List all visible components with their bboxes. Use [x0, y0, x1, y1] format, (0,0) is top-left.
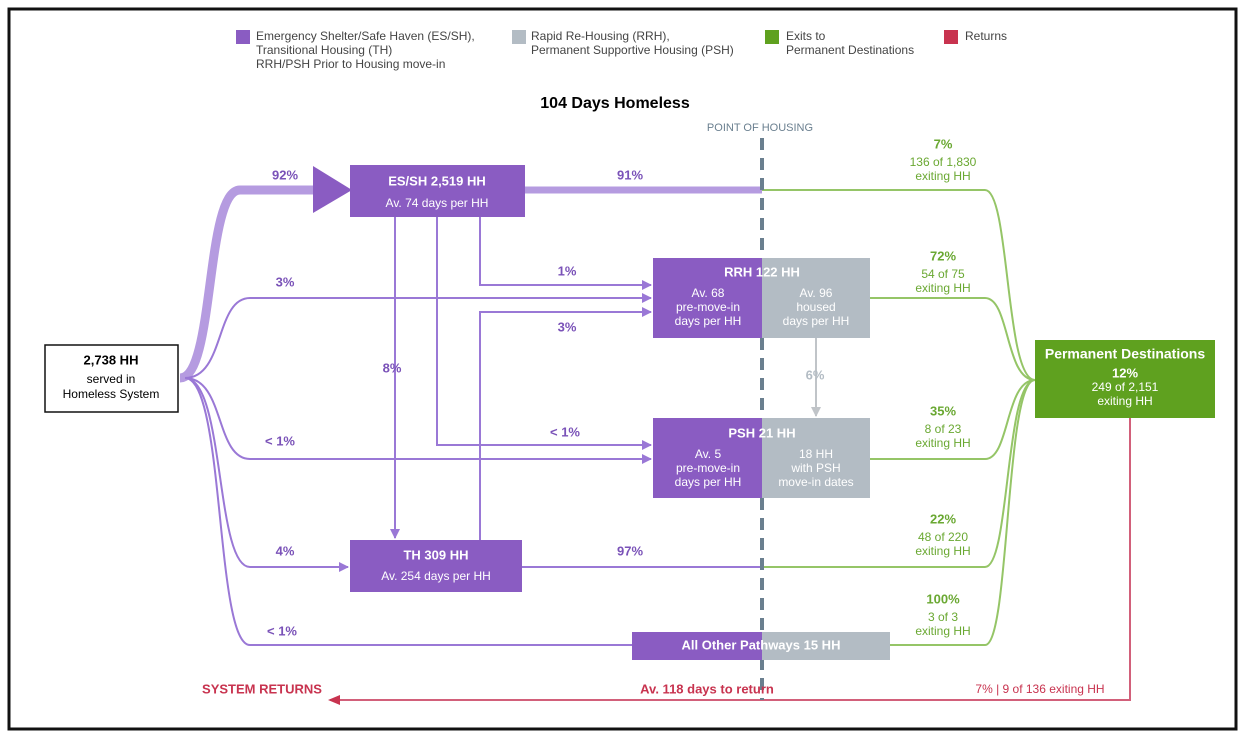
exit-flow [890, 379, 1036, 646]
flow-label: < 1% [265, 433, 295, 448]
flow-label: < 1% [267, 623, 297, 638]
flow [479, 217, 652, 290]
flow [178, 185, 315, 383]
node-other [632, 632, 762, 660]
node-rrh [653, 258, 762, 338]
source-box [44, 344, 179, 413]
legend-text: Rapid Re-Housing (RRH), [531, 29, 670, 43]
exit-label: exiting HH [915, 544, 970, 558]
node-psh [653, 418, 762, 498]
frame [7, 7, 1238, 731]
node-text: with PSH [790, 461, 840, 475]
source-text: 2,738 HH [84, 352, 139, 367]
node-text: days per HH [675, 314, 742, 328]
flow-label: 3% [276, 274, 295, 289]
node-text: Av. 74 days per HH [386, 196, 489, 210]
point-of-housing: POINT OF HOUSING [707, 122, 813, 134]
flow-label: 8% [383, 360, 402, 375]
flow-label: 6% [806, 367, 825, 382]
flow [184, 377, 652, 464]
node-title: PSH 21 HH [728, 425, 795, 440]
exit-count: 54 of 75 [921, 267, 965, 281]
node-text: pre-move-in [676, 300, 740, 314]
flow-label: 92% [272, 167, 298, 182]
exit-label: exiting HH [915, 169, 970, 183]
returns-days: Av. 118 days to return [640, 681, 774, 696]
flow-label: 1% [558, 263, 577, 278]
node-text: days per HH [675, 475, 742, 489]
exit-count: 136 of 1,830 [910, 155, 977, 169]
node-text: 249 of 2,151 [1092, 380, 1159, 394]
source-text: served in [87, 372, 136, 386]
node-th [350, 540, 522, 592]
node-title: RRH 122 HH [724, 264, 800, 279]
node-text: Av. 5 [695, 447, 722, 461]
flow [184, 377, 349, 572]
flow-label: 4% [276, 543, 295, 558]
exit-count: 8 of 23 [925, 422, 962, 436]
source-text: Homeless System [63, 387, 160, 401]
flow [436, 217, 652, 450]
exit-percent: 100% [926, 591, 960, 606]
node-rrh [762, 258, 870, 338]
exit-count: 3 of 3 [928, 610, 958, 624]
node-text: Av. 254 days per HH [381, 569, 491, 583]
node-es-sh [350, 165, 525, 217]
exit-percent: 35% [930, 403, 956, 418]
node-psh [762, 418, 870, 498]
node-text: housed [796, 300, 835, 314]
exit-flow [870, 297, 1036, 381]
flow [184, 293, 652, 379]
title: 104 Days Homeless [540, 95, 690, 112]
legend-text: Returns [965, 29, 1007, 43]
flow-label: 3% [558, 319, 577, 334]
flow [184, 377, 632, 646]
node-text: days per HH [783, 314, 850, 328]
exit-label: exiting HH [915, 436, 970, 450]
return-flow [328, 418, 1131, 705]
exit-flow [870, 379, 1036, 460]
flow-label: 91% [617, 167, 643, 182]
legend-swatch [765, 30, 779, 44]
legend-text: RRH/PSH Prior to Housing move-in [256, 57, 445, 71]
exit-percent: 22% [930, 511, 956, 526]
flow-label: 97% [617, 543, 643, 558]
arrow [313, 166, 352, 213]
legend-text: Transitional Housing (TH) [256, 43, 392, 57]
legend-text: Permanent Destinations [786, 43, 914, 57]
flow [479, 307, 652, 540]
exit-label: exiting HH [915, 281, 970, 295]
legend-text: Emergency Shelter/Safe Haven (ES/SH), [256, 29, 475, 43]
returns-label: SYSTEM RETURNS [202, 681, 322, 696]
node-text: move-in dates [778, 475, 853, 489]
node-title: All Other Pathways 15 HH [682, 637, 841, 652]
node-title: ES/SH 2,519 HH [388, 173, 486, 188]
exit-percent: 72% [930, 248, 956, 263]
node-text: 12% [1112, 365, 1138, 380]
node-text: exiting HH [1097, 394, 1152, 408]
node-title: Permanent Destinations [1045, 346, 1205, 362]
node-text: pre-move-in [676, 461, 740, 475]
node-text: Av. 96 [800, 286, 833, 300]
node-text: 18 HH [799, 447, 833, 461]
legend-text: Permanent Supportive Housing (PSH) [531, 43, 734, 57]
legend-text: Exits to [786, 29, 826, 43]
exit-count: 48 of 220 [918, 530, 968, 544]
exit-percent: 7% [934, 136, 953, 151]
returns-count: 7% | 9 of 136 exiting HH [975, 682, 1104, 696]
exit-flow [762, 379, 1036, 568]
legend-swatch [944, 30, 958, 44]
node-title: TH 309 HH [403, 547, 468, 562]
legend-swatch [512, 30, 526, 44]
node-destination [1035, 340, 1215, 418]
node-other [762, 632, 890, 660]
legend-swatch [236, 30, 250, 44]
exit-flow [762, 189, 1036, 381]
flow-label: < 1% [550, 424, 580, 439]
exit-label: exiting HH [915, 624, 970, 638]
node-text: Av. 68 [692, 286, 725, 300]
